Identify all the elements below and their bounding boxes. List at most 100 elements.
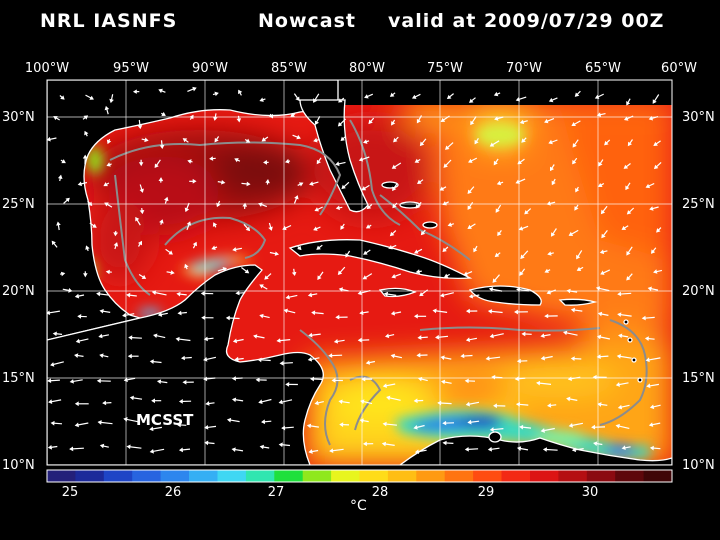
current-arrowhead bbox=[593, 441, 598, 446]
current-arrowhead bbox=[572, 159, 577, 165]
current-arrowhead bbox=[69, 379, 75, 384]
current-arrowhead bbox=[540, 428, 545, 433]
current-arrowhead bbox=[149, 426, 154, 432]
current-arrowhead bbox=[65, 197, 70, 203]
current-arrowhead bbox=[238, 89, 243, 95]
current-arrowhead bbox=[570, 356, 575, 361]
current-arrowhead bbox=[644, 336, 649, 342]
current-arrowhead bbox=[138, 162, 144, 167]
current-arrowhead bbox=[447, 222, 453, 227]
current-arrowhead bbox=[468, 98, 474, 103]
current-arrowhead bbox=[566, 288, 571, 294]
current-arrowhead bbox=[548, 97, 554, 103]
current-arrowhead bbox=[568, 423, 573, 428]
current-arrowhead bbox=[285, 294, 290, 300]
current-arrowhead bbox=[204, 424, 209, 430]
current-arrowhead bbox=[311, 310, 316, 316]
current-arrowhead bbox=[415, 204, 420, 209]
current-arrowhead bbox=[360, 399, 365, 404]
current-arrowhead bbox=[87, 201, 93, 207]
current-arrowhead bbox=[366, 204, 372, 210]
current-arrowhead bbox=[382, 383, 387, 389]
current-arrowhead bbox=[307, 356, 313, 362]
current-arrowhead bbox=[170, 270, 175, 275]
current-arrowhead bbox=[390, 353, 396, 359]
lat-label-left: 20°N bbox=[2, 284, 35, 299]
current-arrowhead bbox=[244, 269, 250, 274]
current-arrowhead bbox=[123, 417, 128, 422]
current-arrowhead bbox=[489, 333, 494, 339]
current-arrowhead bbox=[496, 180, 502, 186]
current-arrowhead bbox=[259, 313, 264, 319]
current-arrowhead bbox=[99, 443, 105, 449]
current-arrowhead bbox=[417, 179, 422, 184]
current-arrowhead bbox=[53, 116, 58, 121]
current-arrowhead bbox=[279, 360, 284, 366]
current-arrowhead bbox=[50, 420, 55, 426]
current-arrowhead bbox=[625, 185, 630, 191]
current-arrowhead bbox=[571, 121, 576, 127]
current-arrowhead bbox=[357, 290, 362, 296]
current-arrowhead bbox=[595, 286, 601, 291]
colorbar-frame bbox=[46, 469, 673, 483]
current-arrowhead bbox=[362, 441, 367, 447]
current-arrowhead bbox=[226, 417, 232, 423]
current-arrowhead bbox=[74, 401, 79, 407]
current-arrowhead bbox=[623, 164, 629, 169]
current-arrowhead bbox=[187, 159, 192, 164]
current-arrowhead bbox=[82, 154, 88, 159]
current-arrowhead bbox=[231, 397, 237, 403]
current-arrowhead bbox=[99, 353, 104, 358]
current-arrowhead bbox=[617, 404, 623, 410]
current-arrowhead bbox=[274, 251, 280, 256]
current-arrowhead bbox=[443, 163, 448, 168]
current-arrowhead bbox=[514, 376, 519, 382]
current-arrowhead bbox=[139, 209, 145, 215]
current-arrowhead bbox=[178, 398, 183, 404]
current-arrowhead bbox=[184, 263, 189, 269]
current-arrowhead bbox=[575, 187, 580, 193]
current-arrowhead bbox=[335, 314, 340, 320]
current-arrowhead bbox=[465, 337, 471, 343]
current-arrowhead bbox=[176, 422, 181, 428]
current-arrowhead bbox=[626, 101, 631, 106]
current-arrowhead bbox=[432, 308, 437, 314]
current-arrowhead bbox=[278, 442, 283, 448]
current-arrowhead bbox=[337, 121, 343, 127]
current-arrowhead bbox=[61, 159, 66, 164]
current-arrowhead bbox=[536, 380, 541, 386]
current-arrowhead bbox=[96, 291, 101, 297]
current-arrowhead bbox=[544, 313, 549, 319]
current-arrowhead bbox=[626, 251, 631, 256]
current-arrowhead bbox=[566, 396, 571, 402]
current-arrowhead bbox=[291, 271, 297, 277]
current-arrowhead bbox=[598, 161, 603, 167]
current-arrowhead bbox=[144, 137, 149, 143]
colorbar-swatch bbox=[473, 470, 502, 482]
current-arrowhead bbox=[282, 225, 287, 231]
current-arrowhead bbox=[390, 310, 396, 316]
current-arrowhead bbox=[382, 421, 387, 427]
current-arrowhead bbox=[309, 181, 314, 186]
current-arrowhead bbox=[235, 290, 240, 296]
current-arrowhead bbox=[464, 378, 469, 384]
colorbar-tick: 25 bbox=[61, 485, 79, 500]
current-arrowhead bbox=[341, 184, 346, 190]
lat-label-left: 15°N bbox=[2, 371, 35, 386]
current-arrowhead bbox=[435, 334, 440, 340]
lon-label: 65°W bbox=[585, 61, 621, 76]
current-arrowhead bbox=[521, 331, 526, 337]
lat-label-right: 20°N bbox=[682, 284, 715, 299]
current-arrowhead bbox=[621, 225, 627, 230]
current-arrowhead bbox=[518, 226, 524, 231]
current-arrowhead bbox=[281, 425, 286, 431]
map-frame bbox=[46, 79, 673, 466]
current-arrowhead bbox=[615, 423, 620, 429]
current-arrowhead bbox=[413, 398, 418, 404]
current-arrowhead bbox=[83, 273, 88, 278]
current-arrowhead bbox=[259, 97, 264, 102]
current-arrowhead bbox=[516, 358, 521, 364]
current-arrowhead bbox=[209, 156, 214, 161]
current-arrowhead bbox=[57, 174, 63, 179]
